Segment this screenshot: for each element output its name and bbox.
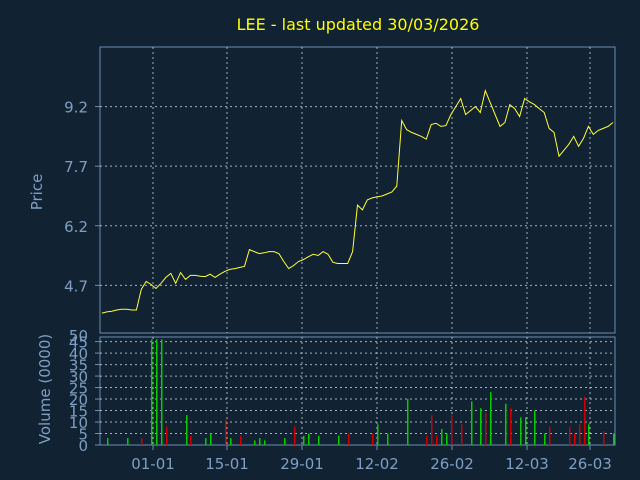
volume-bar-up	[544, 433, 546, 445]
volume-bar-up	[318, 435, 320, 445]
volume-bar-down	[584, 396, 586, 445]
volume-bar-up	[525, 417, 527, 445]
volume-tick-label: 10	[69, 414, 88, 432]
volume-bar-down	[426, 435, 428, 445]
price-tick-label: 4.7	[64, 277, 88, 295]
volume-bar-down	[574, 433, 576, 445]
volume-bar-up	[161, 339, 163, 445]
volume-bar-down	[372, 433, 374, 445]
volume-bar-down	[294, 426, 296, 445]
volume-bar-down	[579, 424, 581, 445]
volume-bar-up	[377, 424, 379, 445]
date-tick-label: 26-02	[430, 455, 474, 473]
volume-bar-up	[387, 433, 389, 445]
volume-bar-up	[254, 440, 256, 445]
volume-bar-down	[485, 412, 487, 445]
volume-bar-up	[613, 433, 615, 445]
volume-bar-down	[451, 415, 453, 445]
volume-bar-up	[151, 339, 153, 445]
volume-bar-up	[520, 417, 522, 445]
volume-bar-up	[284, 438, 286, 445]
price-axis-label: Price	[28, 174, 46, 211]
volume-bar-up	[107, 438, 109, 445]
volume-bar-up	[303, 435, 305, 445]
volume-bar-down	[348, 433, 350, 445]
price-tick-label: 7.7	[64, 158, 88, 176]
volume-tick-label: 30	[69, 368, 88, 386]
volume-bar-up	[338, 435, 340, 445]
volume-bar-up	[471, 401, 473, 445]
volume-bar-up	[127, 438, 129, 445]
volume-tick-label: 25	[69, 380, 88, 398]
volume-bar-up	[264, 440, 266, 445]
volume-bar-down	[603, 431, 605, 445]
date-tick-label: 15-01	[205, 455, 249, 473]
volume-bar-up	[156, 339, 158, 445]
volume-bar-up	[230, 438, 232, 445]
volume-tick-label: 15	[69, 403, 88, 421]
volume-tick-label: 5	[78, 426, 88, 444]
date-tick-label: 26-03	[568, 455, 612, 473]
volume-bar-up	[186, 415, 188, 445]
volume-panel-frame	[99, 336, 616, 446]
volume-bar-down	[510, 408, 512, 445]
volume-bar-up	[407, 399, 409, 445]
date-tick-label: 12-03	[505, 455, 549, 473]
volume-bar-down	[431, 415, 433, 445]
volume-bar-up	[210, 433, 212, 445]
volume-bar-down	[436, 435, 438, 445]
date-tick-label: 12-02	[355, 455, 399, 473]
volume-bar-up	[308, 433, 310, 445]
volume-tick-label: 0	[78, 437, 88, 455]
volume-tick-label: 45	[69, 334, 88, 352]
price-bottom-tick-label: 50	[69, 327, 88, 345]
volume-bar-down	[549, 426, 551, 445]
volume-bar-down	[461, 424, 463, 445]
volume-bar-up	[588, 424, 590, 445]
price-tick-label: 6.2	[64, 218, 88, 236]
volume-bar-up	[259, 438, 261, 445]
volume-bar-up	[480, 408, 482, 445]
volume-bar-down	[190, 435, 192, 445]
chart-title: LEE - last updated 30/03/2026	[237, 15, 480, 34]
price-line	[101, 89, 614, 314]
volume-bar-up	[205, 438, 207, 445]
volume-bar-down	[225, 419, 227, 445]
date-tick-label: 01-01	[131, 455, 175, 473]
volume-bar-down	[240, 435, 242, 445]
volume-bar-up	[446, 433, 448, 445]
volume-bar-up	[534, 410, 536, 445]
volume-bar-down	[569, 426, 571, 445]
volume-tick-label: 20	[69, 391, 88, 409]
volume-bar-up	[441, 428, 443, 445]
volume-bar-down	[166, 426, 168, 445]
volume-axis-label: Volume (0000)	[36, 334, 54, 444]
volume-tick-label: 40	[69, 345, 88, 363]
price-panel-frame	[99, 46, 616, 334]
price-tick-label: 9.2	[64, 99, 88, 117]
volume-bar-up	[505, 403, 507, 445]
date-tick-label: 29-01	[280, 455, 324, 473]
volume-tick-label: 35	[69, 357, 88, 375]
volume-bar-down	[141, 438, 143, 445]
volume-bar-up	[490, 392, 492, 445]
